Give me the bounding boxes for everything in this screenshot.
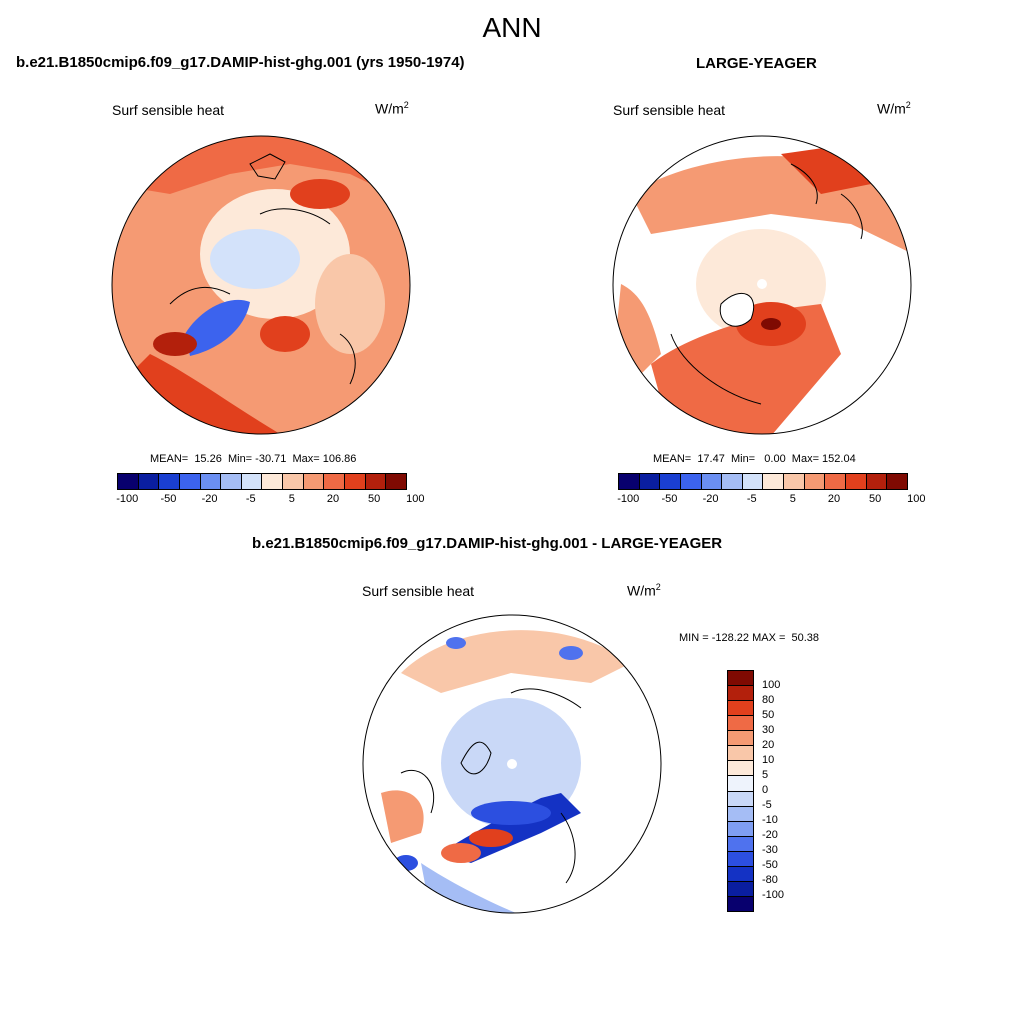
colorbar-box — [303, 474, 325, 489]
panel2-title: LARGE-YEAGER — [696, 55, 817, 72]
colorbar-tick-label: 5 — [762, 769, 769, 781]
colorbar-tick-label: -80 — [762, 874, 778, 886]
colorbar-tick-label: 100 — [406, 493, 425, 505]
colorbar-box — [262, 474, 284, 489]
panel1-variable-label: Surf sensible heat — [112, 102, 225, 118]
colorbar-tick-label: -50 — [160, 493, 177, 505]
colorbar-tick-label: 50 — [368, 493, 381, 505]
panel3-units: W/m2 — [627, 582, 661, 599]
colorbar-box — [619, 474, 640, 489]
colorbar-tick-label: 30 — [762, 724, 775, 736]
colorbar-box — [728, 686, 753, 702]
colorbar-box — [728, 821, 753, 837]
colorbar-box — [701, 474, 723, 489]
colorbar-tick-label: 20 — [827, 493, 841, 505]
colorbar-box — [200, 474, 222, 489]
colorbar-box — [728, 851, 753, 867]
colorbar-box — [283, 474, 304, 489]
colorbar-box — [138, 474, 160, 489]
panel3-title: b.e21.B1850cmip6.f09_g17.DAMIP-hist-ghg.… — [252, 535, 723, 552]
colorbar-box — [763, 474, 785, 489]
panel1-title: b.e21.B1850cmip6.f09_g17.DAMIP-hist-ghg.… — [16, 54, 465, 71]
colorbar-box — [728, 731, 753, 747]
colorbar-tick-label: 5 — [789, 493, 796, 505]
panel1-polar-map — [111, 135, 411, 435]
panel2-variable-label: Surf sensible heat — [613, 102, 726, 118]
colorbar-box — [804, 474, 826, 489]
colorbar-box — [728, 746, 753, 762]
colorbar-box — [866, 474, 888, 489]
colorbar-box — [728, 761, 753, 777]
colorbar-tick-label: -20 — [201, 493, 218, 505]
colorbar-tick-label: 80 — [762, 694, 775, 706]
panel2-stats: MEAN= 17.47 Min= 0.00 Max= 152.04 — [653, 453, 856, 465]
colorbar-box — [728, 896, 753, 911]
colorbar-tick-label: 50 — [869, 493, 882, 505]
colorbar-tick-label: -5 — [746, 493, 757, 505]
colorbar-box — [345, 474, 366, 489]
panel1-stats: MEAN= 15.26 Min= -30.71 Max= 106.86 — [150, 453, 357, 465]
colorbar-box — [728, 716, 753, 732]
colorbar-box — [728, 836, 753, 852]
colorbar-tick-label: 100 — [907, 493, 926, 505]
panel2-polar-map — [612, 135, 912, 435]
colorbar-box — [728, 701, 753, 717]
colorbar-box — [241, 474, 263, 489]
colorbar-tick-label: 5 — [288, 493, 295, 505]
colorbar-tick-label: -100 — [617, 493, 640, 505]
main-title: ANN — [482, 12, 542, 43]
colorbar-box — [118, 474, 139, 489]
colorbar-box — [728, 866, 753, 882]
colorbar-tick-label: 100 — [762, 679, 781, 691]
colorbar-tick-label: -50 — [762, 859, 778, 871]
colorbar-tick-label: -30 — [762, 844, 778, 856]
colorbar-tick-label: 50 — [762, 709, 775, 721]
panel3-stats: MIN = -128.22 MAX = 50.38 — [679, 632, 820, 644]
colorbar-box — [887, 474, 907, 489]
panel1-colorbar — [117, 473, 407, 490]
colorbar-tick-label: -10 — [762, 814, 778, 826]
panel1-units: W/m2 — [375, 100, 409, 117]
colorbar-box — [680, 474, 702, 489]
colorbar-box — [728, 671, 753, 687]
colorbar-tick-label: 20 — [326, 493, 340, 505]
colorbar-tick-label: -100 — [116, 493, 139, 505]
colorbar-box — [728, 806, 753, 822]
colorbar-tick-label: -5 — [762, 799, 772, 811]
colorbar-tick-label: 0 — [762, 784, 769, 796]
colorbar-tick-label: 20 — [762, 739, 775, 751]
colorbar-tick-label: -20 — [762, 829, 778, 841]
colorbar-tick-label: -50 — [661, 493, 678, 505]
panel3-colorbar — [727, 670, 754, 912]
colorbar-box — [179, 474, 201, 489]
panel3-polar-map — [362, 614, 662, 914]
colorbar-box — [324, 474, 346, 489]
colorbar-tick-label: -20 — [702, 493, 719, 505]
colorbar-box — [728, 776, 753, 792]
panel2-colorbar — [618, 473, 908, 490]
colorbar-box — [742, 474, 764, 489]
colorbar-box — [825, 474, 847, 489]
colorbar-box — [722, 474, 743, 489]
panel2-units: W/m2 — [877, 100, 911, 117]
panel3-variable-label: Surf sensible heat — [362, 583, 475, 599]
colorbar-box — [784, 474, 805, 489]
colorbar-tick-label: -5 — [245, 493, 256, 505]
colorbar-box — [728, 881, 753, 897]
colorbar-box — [660, 474, 681, 489]
colorbar-box — [159, 474, 180, 489]
colorbar-box — [728, 791, 753, 807]
colorbar-box — [221, 474, 242, 489]
colorbar-box — [365, 474, 387, 489]
colorbar-tick-label: 10 — [762, 754, 775, 766]
colorbar-tick-label: -100 — [762, 889, 785, 901]
colorbar-box — [846, 474, 867, 489]
colorbar-box — [639, 474, 661, 489]
colorbar-box — [386, 474, 406, 489]
